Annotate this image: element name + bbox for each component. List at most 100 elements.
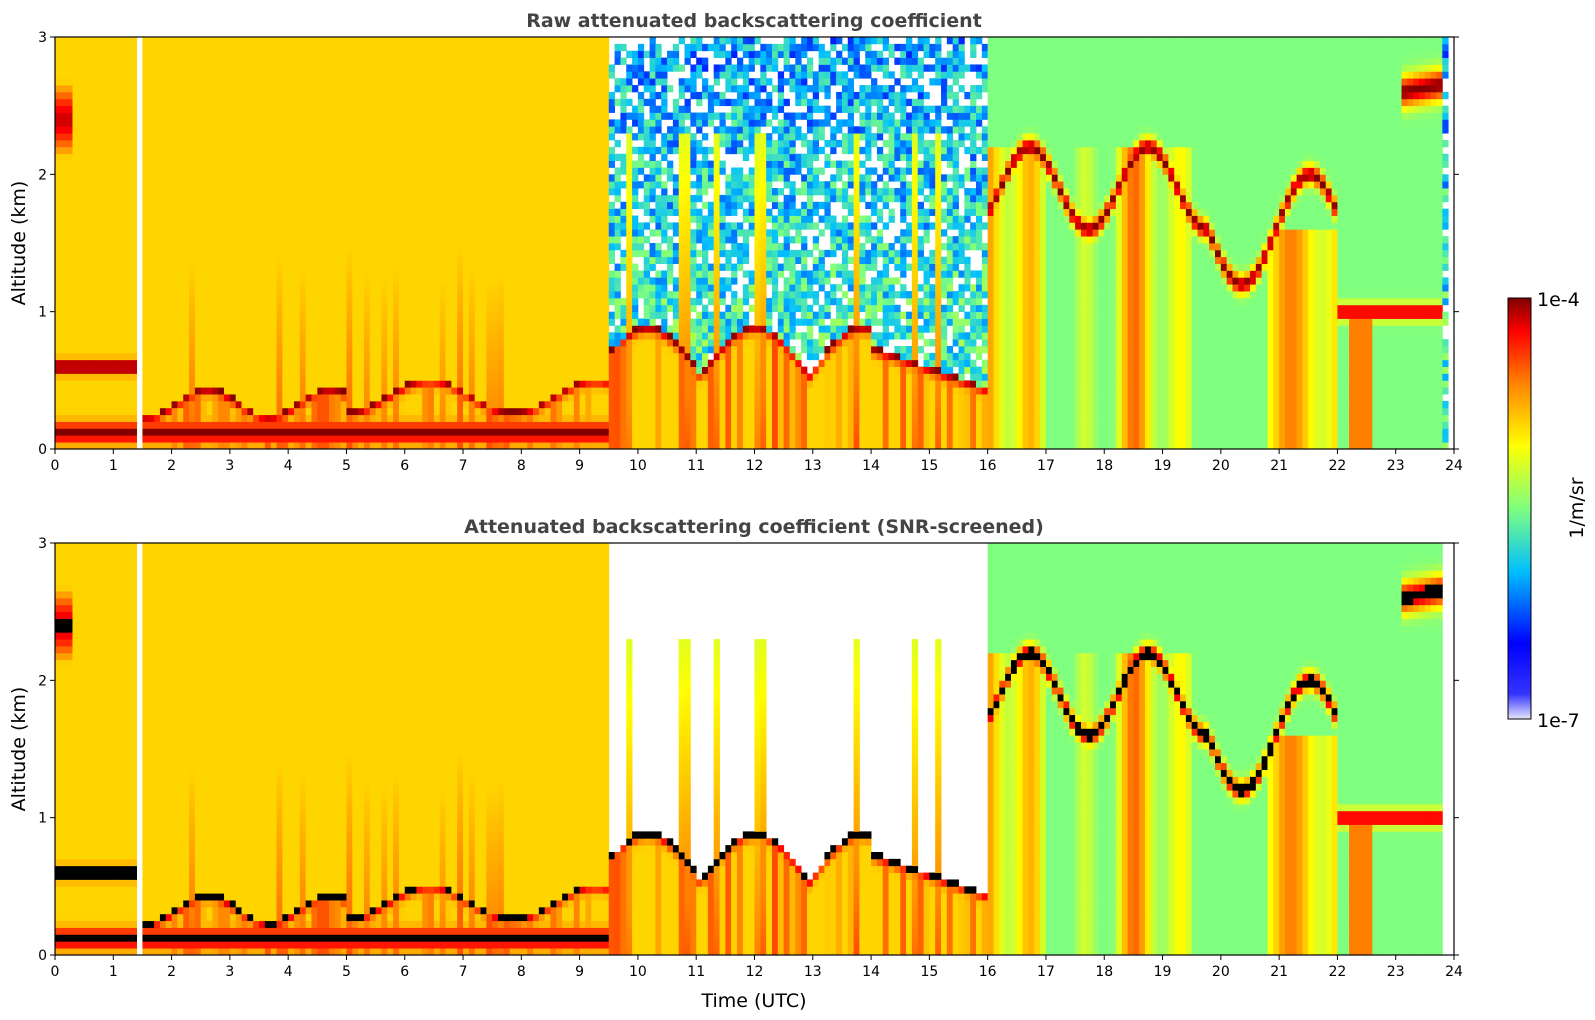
heatmap-cell	[212, 400, 219, 409]
heatmap-cell	[206, 318, 213, 326]
heatmap-cell	[276, 263, 283, 271]
heatmap-cell	[439, 188, 446, 196]
heatmap-cell	[340, 407, 347, 416]
heatmap-cell	[352, 394, 359, 402]
heatmap-cell	[218, 188, 225, 196]
heatmap-cell	[492, 270, 499, 278]
heatmap-cell	[468, 208, 476, 216]
heatmap-cell	[428, 174, 435, 182]
heatmap-cell	[317, 407, 324, 416]
heatmap-cell	[253, 119, 260, 127]
heatmap-cell	[276, 91, 283, 100]
heatmap-cell	[294, 263, 301, 271]
heatmap-cell	[328, 400, 336, 409]
heatmap-cell	[142, 57, 149, 65]
heatmap-cell	[189, 85, 196, 93]
heatmap-cell	[229, 71, 237, 79]
heatmap-cell	[78, 284, 85, 292]
heatmap-cell	[154, 126, 161, 134]
heatmap-cell	[189, 284, 196, 292]
heatmap-cell	[439, 400, 446, 409]
heatmap-cell	[299, 50, 307, 58]
heatmap-cell	[113, 325, 120, 333]
heatmap-cell	[480, 105, 487, 113]
heatmap-cell	[177, 291, 184, 299]
heatmap-cell	[89, 64, 97, 72]
heatmap-cell	[101, 153, 108, 161]
heatmap-cell	[288, 140, 295, 148]
heatmap-cell	[375, 442, 382, 449]
heatmap-cell	[398, 421, 406, 429]
heatmap-cell	[142, 256, 149, 264]
heatmap-cell	[474, 380, 481, 388]
heatmap-cell	[247, 236, 254, 244]
heatmap-cell	[317, 435, 324, 443]
heatmap-cell	[422, 236, 429, 244]
heatmap-cell	[189, 57, 196, 65]
heatmap-cell	[363, 91, 371, 100]
heatmap-cell	[294, 236, 301, 244]
heatmap-cell	[159, 140, 167, 148]
heatmap-cell	[218, 332, 225, 340]
heatmap-cell	[538, 304, 546, 313]
heatmap-cell	[317, 174, 324, 182]
heatmap-cell	[305, 421, 312, 429]
heatmap-cell	[428, 140, 435, 148]
heatmap-cell	[212, 291, 219, 299]
heatmap-cell	[212, 304, 219, 313]
heatmap-cell	[78, 435, 85, 443]
heatmap-cell	[235, 442, 242, 449]
heatmap-cell	[60, 57, 68, 65]
heatmap-cell	[393, 208, 400, 216]
heatmap-cell	[224, 181, 231, 189]
heatmap-cell	[206, 201, 213, 210]
heatmap-cell	[288, 50, 295, 58]
heatmap-cell	[468, 442, 476, 449]
heatmap-cell	[270, 43, 277, 52]
heatmap-cell	[404, 91, 411, 100]
heatmap-cell	[457, 37, 464, 45]
heatmap-cell	[323, 194, 330, 203]
heatmap-cell	[200, 256, 207, 264]
heatmap-cell	[323, 236, 330, 244]
heatmap-cell	[363, 71, 371, 79]
heatmap-cell	[311, 297, 318, 306]
heatmap-cell	[346, 105, 353, 113]
heatmap-cell	[189, 167, 196, 175]
heatmap-cell	[113, 243, 120, 251]
heatmap-cell	[509, 332, 516, 340]
heatmap-cell	[101, 215, 108, 223]
heatmap-cell	[154, 380, 161, 388]
heatmap-cell	[84, 160, 91, 168]
heatmap-cell	[503, 284, 511, 292]
heatmap-cell	[463, 387, 470, 395]
heatmap-cell	[159, 414, 167, 422]
heatmap-cell	[486, 201, 493, 210]
heatmap-cell	[393, 249, 400, 258]
heatmap-cell	[393, 318, 400, 326]
heatmap-cell	[171, 428, 178, 436]
heatmap-cell	[72, 112, 79, 120]
heatmap-cell	[457, 352, 464, 361]
heatmap-cell	[119, 270, 126, 278]
heatmap-cell	[253, 57, 260, 65]
heatmap-cell	[247, 291, 254, 299]
heatmap-cell	[422, 181, 429, 189]
heatmap-cell	[241, 394, 248, 402]
heatmap-cell	[352, 222, 359, 230]
heatmap-cell	[433, 270, 441, 278]
heatmap-cell	[264, 64, 272, 72]
heatmap-cell	[148, 318, 155, 326]
heatmap-cell	[375, 352, 382, 361]
heatmap-cell	[189, 304, 196, 313]
heatmap-cell	[130, 167, 138, 175]
heatmap-cell	[224, 442, 231, 449]
heatmap-cell	[72, 421, 79, 429]
heatmap-cell	[241, 428, 248, 436]
heatmap-cell	[299, 366, 307, 374]
heatmap-cell	[509, 64, 516, 72]
heatmap-cell	[422, 359, 429, 367]
heatmap-cell	[154, 270, 161, 278]
heatmap-cell	[492, 57, 499, 65]
heatmap-cell	[311, 181, 318, 189]
